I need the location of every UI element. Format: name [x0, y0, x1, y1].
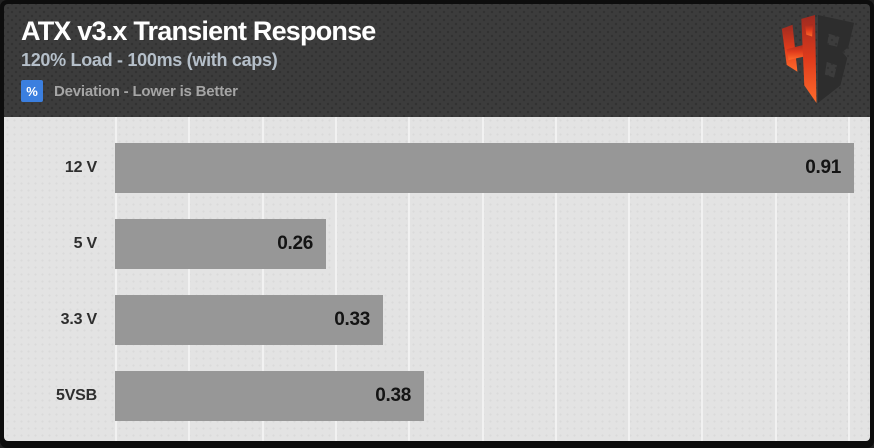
hardware-busters-logo-icon [781, 15, 855, 103]
legend-row: % Deviation - Lower is Better [21, 80, 870, 103]
category-label: 5VSB [56, 387, 97, 404]
bar-row: 5 V 0.26 [4, 219, 870, 269]
bar-row: 3.3 V 0.33 [4, 295, 870, 345]
bar-value-label: 0.38 [375, 385, 411, 406]
bar: 0.38 [115, 371, 424, 421]
gridline [848, 117, 850, 441]
gridline [775, 117, 777, 441]
percent-unit-badge: % [21, 80, 43, 103]
bar-row: 12 V 0.91 [4, 143, 870, 193]
bar-row: 5VSB 0.38 [4, 371, 870, 421]
bar-value-label: 0.91 [805, 157, 841, 178]
gridline [262, 117, 264, 441]
gridline [628, 117, 630, 441]
gridline [115, 117, 117, 441]
chart-header: ATX v3.x Transient Response 120% Load - … [4, 4, 870, 117]
category-label: 12 V [64, 159, 97, 176]
bar-value-label: 0.33 [334, 309, 370, 330]
gridline [555, 117, 557, 441]
bar-value-label: 0.26 [277, 233, 313, 254]
gridline [701, 117, 703, 441]
chart-title: ATX v3.x Transient Response [21, 16, 376, 46]
chart-card-inner: ATX v3.x Transient Response 120% Load - … [4, 4, 870, 441]
gridline [335, 117, 337, 441]
gridline [188, 117, 190, 441]
category-label: 5 V [73, 235, 98, 252]
bar: 0.91 [115, 143, 854, 193]
legend-label: Deviation - Lower is Better [54, 82, 238, 100]
category-label: 3.3 V [60, 311, 98, 328]
chart-subtitle: 120% Load - 100ms (with caps) [21, 50, 278, 71]
bar: 0.26 [115, 219, 326, 269]
gridline [482, 117, 484, 441]
plot-area: 12 V 0.91 5 V 0.26 3.3 V 0.33 5VSB 0.38 [4, 117, 870, 441]
gridline [408, 117, 410, 441]
bar: 0.33 [115, 295, 383, 345]
